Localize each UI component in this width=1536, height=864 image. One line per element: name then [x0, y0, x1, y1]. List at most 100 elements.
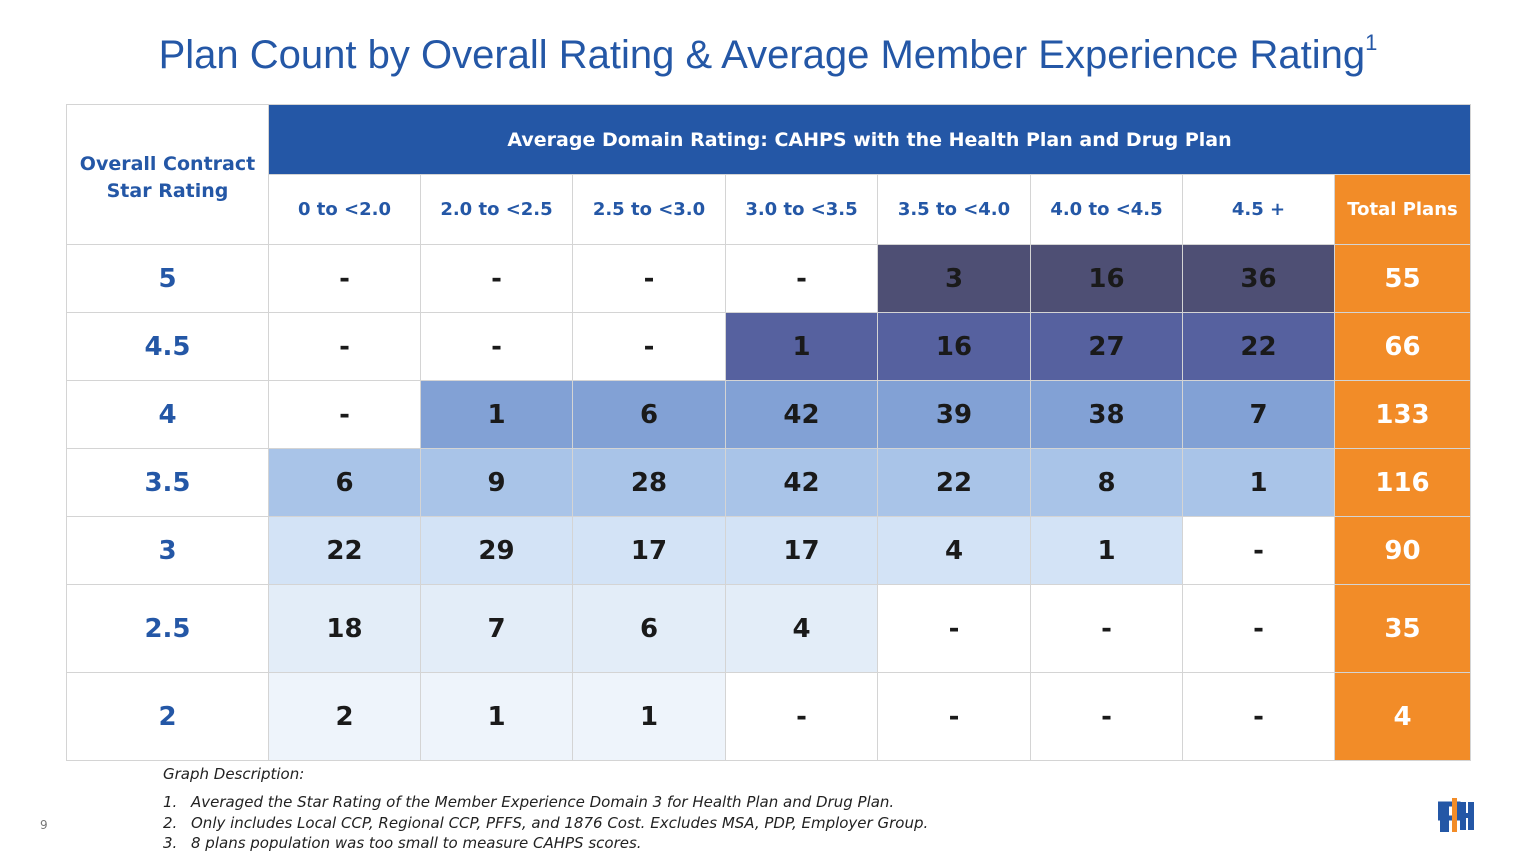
data-row: 3.5 6 9 28 42 22 8 1 116 [66, 448, 1471, 517]
cell: 42 [725, 380, 878, 449]
note-item: 1. Averaged the Star Rating of the Member… [163, 793, 928, 814]
cell: 22 [877, 448, 1031, 517]
cell: 1 [420, 672, 573, 761]
cell: - [1182, 516, 1335, 585]
total-cell: 35 [1334, 584, 1471, 673]
cell: 27 [1030, 312, 1183, 381]
cell: 6 [572, 584, 726, 673]
total-cell: 4 [1334, 672, 1471, 761]
row-label: 3.5 [66, 448, 269, 517]
cell: - [725, 672, 878, 761]
cell: 18 [268, 584, 421, 673]
row-label: 4 [66, 380, 269, 449]
cell: 1 [1182, 448, 1335, 517]
corner-header: Overall Contract Star Rating [66, 104, 269, 245]
row-label: 5 [66, 244, 269, 313]
cell: 28 [572, 448, 726, 517]
cell: 7 [420, 584, 573, 673]
column-header: 4.5 + [1182, 174, 1335, 245]
total-cell: 55 [1334, 244, 1471, 313]
row-label: 2 [66, 672, 269, 761]
cell: - [572, 244, 726, 313]
cell: - [268, 244, 421, 313]
cell: 38 [1030, 380, 1183, 449]
note-marker: 2. [163, 813, 178, 832]
notes: Graph Description: 1. Averaged the Star R… [163, 765, 928, 855]
column-header: 0 to <2.0 [268, 174, 421, 245]
cell: - [877, 584, 1031, 673]
cell: 6 [268, 448, 421, 517]
cell: 6 [572, 380, 726, 449]
notes-title: Graph Description: [163, 765, 305, 783]
total-cell: 66 [1334, 312, 1471, 381]
cell: 1 [420, 380, 573, 449]
title-text: Plan Count by Overall Rating & Average M… [158, 33, 1366, 77]
logo [1438, 798, 1474, 832]
row-label: 4.5 [66, 312, 269, 381]
rating-table: Overall Contract Star Rating Average Doma… [66, 104, 1471, 761]
cell: 17 [572, 516, 726, 585]
column-header-row: 0 to <2.0 2.0 to <2.5 2.5 to <3.0 3.0 to <3… [67, 174, 1471, 245]
cell: - [877, 672, 1031, 761]
cell: 22 [1182, 312, 1335, 381]
cell: 42 [725, 448, 878, 517]
cell: 3 [877, 244, 1031, 313]
data-row: 2.5 18 7 6 4- - -35 [66, 584, 1471, 673]
cell: - [268, 312, 421, 381]
logo-h-bar [1460, 813, 1474, 818]
note-text: 8 plans population was too small to meas… [191, 834, 642, 852]
cell: - [725, 244, 878, 313]
cell: - [1030, 584, 1183, 673]
cell: 22 [268, 516, 421, 585]
note-item: 2. Only includes Local CCP, Regional CCP,… [163, 814, 928, 835]
title-superscript: 1 [1365, 30, 1378, 55]
cell: - [1182, 584, 1335, 673]
logo-accent [1452, 798, 1457, 832]
column-header: 2.5 to <3.0 [572, 174, 726, 245]
cell: 8 [1030, 448, 1183, 517]
cell: - [1030, 672, 1183, 761]
header-row: Overall Contract Star Rating Average Doma… [66, 104, 1471, 245]
cell: - [572, 312, 726, 381]
slide-title: Plan Count by Overall Rating & Average M… [0, 30, 1536, 78]
data-row: 4-1 6 42 39 38 7 133 [66, 380, 1471, 449]
cell: 2 [268, 672, 421, 761]
cell: - [420, 312, 573, 381]
cell: - [268, 380, 421, 449]
cell: - [1182, 672, 1335, 761]
total-header: Total Plans [1334, 174, 1471, 245]
column-header: 3.5 to <4.0 [877, 174, 1031, 245]
note-marker: 1. [163, 793, 178, 811]
group-header: Average Domain Rating: CAHPS with the He… [268, 104, 1471, 175]
row-label: 3 [66, 516, 269, 585]
cell: 1 [725, 312, 878, 381]
cell: 17 [725, 516, 878, 585]
data-row: 4.5- - -1 16 27 22 66 [66, 312, 1471, 381]
cell: 29 [420, 516, 573, 585]
cell: 7 [1182, 380, 1335, 449]
cell: 36 [1182, 244, 1335, 313]
data-row: 3 22 29 17 17 4 1-90 [66, 516, 1471, 585]
column-header: 2.0 to <2.5 [420, 174, 573, 245]
page-number: 9 [40, 818, 48, 832]
data-row: 5- - - -3 16 36 55 [66, 244, 1471, 313]
cell: 39 [877, 380, 1031, 449]
logo-bowl [1438, 801, 1461, 821]
cell: - [420, 244, 573, 313]
total-cell: 90 [1334, 516, 1471, 585]
cell: 4 [725, 584, 878, 673]
note-text: Only includes Local CCP, Regional CCP, P… [191, 813, 929, 832]
total-cell: 116 [1334, 448, 1471, 517]
column-header: 3.0 to <3.5 [725, 174, 878, 245]
column-header: 4.0 to <4.5 [1030, 174, 1183, 245]
row-label: 2.5 [66, 584, 269, 673]
note-marker: 3. [163, 834, 178, 852]
note-text: Averaged the Star Rating of the Member E… [191, 793, 895, 811]
cell: 1 [1030, 516, 1183, 585]
cell: 16 [877, 312, 1031, 381]
cell: 16 [1030, 244, 1183, 313]
cell: 1 [572, 672, 726, 761]
